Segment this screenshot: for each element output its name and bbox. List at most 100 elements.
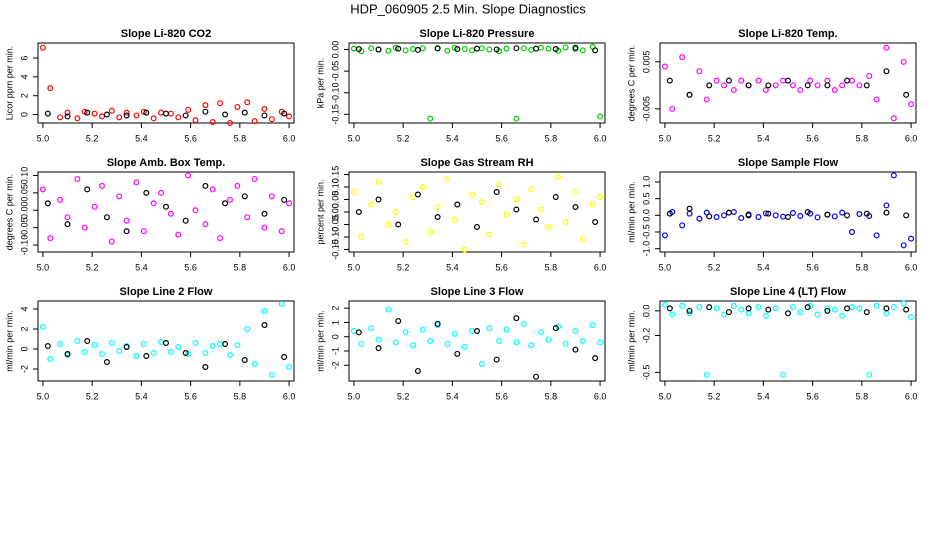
y-tick-label: 6	[19, 56, 29, 61]
data-point	[209, 186, 216, 193]
panel: Slope Line 4 (LT) Flow ml/min per min. 5.0…	[626, 286, 917, 401]
data-point	[686, 91, 693, 98]
data-point	[814, 214, 821, 221]
panel-title: Slope Li-820 Pressure	[420, 28, 535, 40]
data-point	[74, 338, 81, 345]
data-point	[202, 108, 209, 115]
data-point	[513, 45, 520, 52]
data-point	[848, 229, 855, 236]
y-tick-label: 1.0	[641, 176, 651, 189]
data-point	[402, 47, 409, 54]
x-tick-label: 5.0	[348, 262, 361, 272]
data-point	[474, 45, 481, 52]
x-tick-label: 6.0	[283, 391, 296, 401]
y-tick-label: 0.05	[330, 191, 340, 209]
data-point	[545, 45, 552, 52]
data-point	[520, 45, 527, 52]
data-point	[552, 325, 559, 332]
data-point	[873, 96, 880, 103]
panel-title: Slope Li-820 CO2	[121, 28, 211, 40]
y-axis-label: percent per min.	[315, 179, 325, 244]
data-point	[163, 340, 170, 347]
x-tick-label: 5.0	[659, 262, 672, 272]
x-tick-label: 5.2	[708, 133, 721, 143]
data-point	[903, 212, 910, 219]
x-tick-label: 5.4	[446, 391, 459, 401]
data-point	[108, 238, 115, 245]
figure-title: HDP_060905 2.5 Min. Slope Diagnostics	[350, 1, 586, 16]
x-tick-label: 5.0	[348, 391, 361, 401]
data-point	[703, 96, 710, 103]
data-point	[738, 215, 745, 222]
data-point	[503, 326, 510, 333]
plot-frame	[37, 171, 295, 253]
data-point	[839, 209, 846, 216]
panel: Slope Amb. Box Temp. degrees C per min. 5.…	[4, 157, 295, 272]
data-point	[706, 304, 713, 311]
data-point	[192, 207, 199, 214]
x-tick-label: 5.0	[659, 391, 672, 401]
data-point	[278, 228, 285, 235]
data-point	[848, 77, 855, 84]
y-tick-label: 0.10	[19, 167, 29, 185]
data-point	[883, 310, 890, 317]
data-point	[281, 110, 288, 117]
data-point	[797, 309, 804, 316]
plot-frame	[37, 42, 295, 124]
data-point	[350, 328, 357, 335]
data-point	[478, 360, 485, 367]
x-tick-label: 5.8	[545, 391, 558, 401]
data-point	[375, 336, 382, 343]
x-tick-label: 5.2	[86, 133, 99, 143]
data-point	[402, 239, 409, 246]
y-tick-label: 0.00	[330, 203, 340, 221]
y-tick-label: -0.10	[330, 227, 340, 248]
data-point	[686, 307, 693, 314]
data-point	[713, 77, 720, 84]
data-point	[496, 338, 503, 345]
x-tick-label: 6.0	[905, 391, 918, 401]
panel: Slope Gas Stream RH percent per min. 5.0 5.…	[315, 157, 606, 272]
data-point	[444, 340, 451, 347]
data-point	[375, 179, 382, 186]
data-point	[789, 82, 796, 89]
data-point	[883, 209, 890, 216]
data-point	[572, 189, 579, 196]
data-point	[414, 46, 421, 53]
data-point	[703, 371, 710, 378]
data-point	[410, 46, 417, 53]
data-point	[84, 338, 91, 345]
data-point	[730, 302, 737, 309]
data-point	[755, 214, 762, 221]
data-point	[908, 101, 915, 108]
data-point	[831, 306, 838, 313]
y-tick-label: -0.5	[641, 365, 651, 381]
data-point	[856, 305, 863, 312]
data-point	[185, 172, 192, 179]
x-tick-label: 5.2	[397, 133, 410, 143]
data-point	[123, 228, 130, 235]
data-point	[679, 302, 686, 309]
data-point	[824, 307, 831, 314]
x-tick-label: 6.0	[594, 133, 607, 143]
data-point	[696, 68, 703, 75]
data-point	[414, 368, 421, 375]
data-point	[251, 118, 258, 125]
data-point	[133, 179, 140, 186]
data-point	[234, 103, 241, 110]
y-tick-label: 2	[330, 306, 340, 311]
data-point	[39, 186, 46, 193]
data-point	[98, 351, 105, 358]
y-axis-label: degrees C per min.	[4, 174, 14, 251]
data-point	[143, 353, 150, 360]
data-point	[202, 364, 209, 371]
x-tick-label: 5.6	[495, 133, 508, 143]
data-point	[866, 72, 873, 79]
data-point	[666, 77, 673, 84]
data-point	[74, 115, 81, 122]
data-point	[182, 217, 189, 224]
data-point	[261, 224, 268, 231]
data-point	[730, 87, 737, 94]
data-point	[150, 350, 157, 357]
data-point	[592, 355, 599, 362]
